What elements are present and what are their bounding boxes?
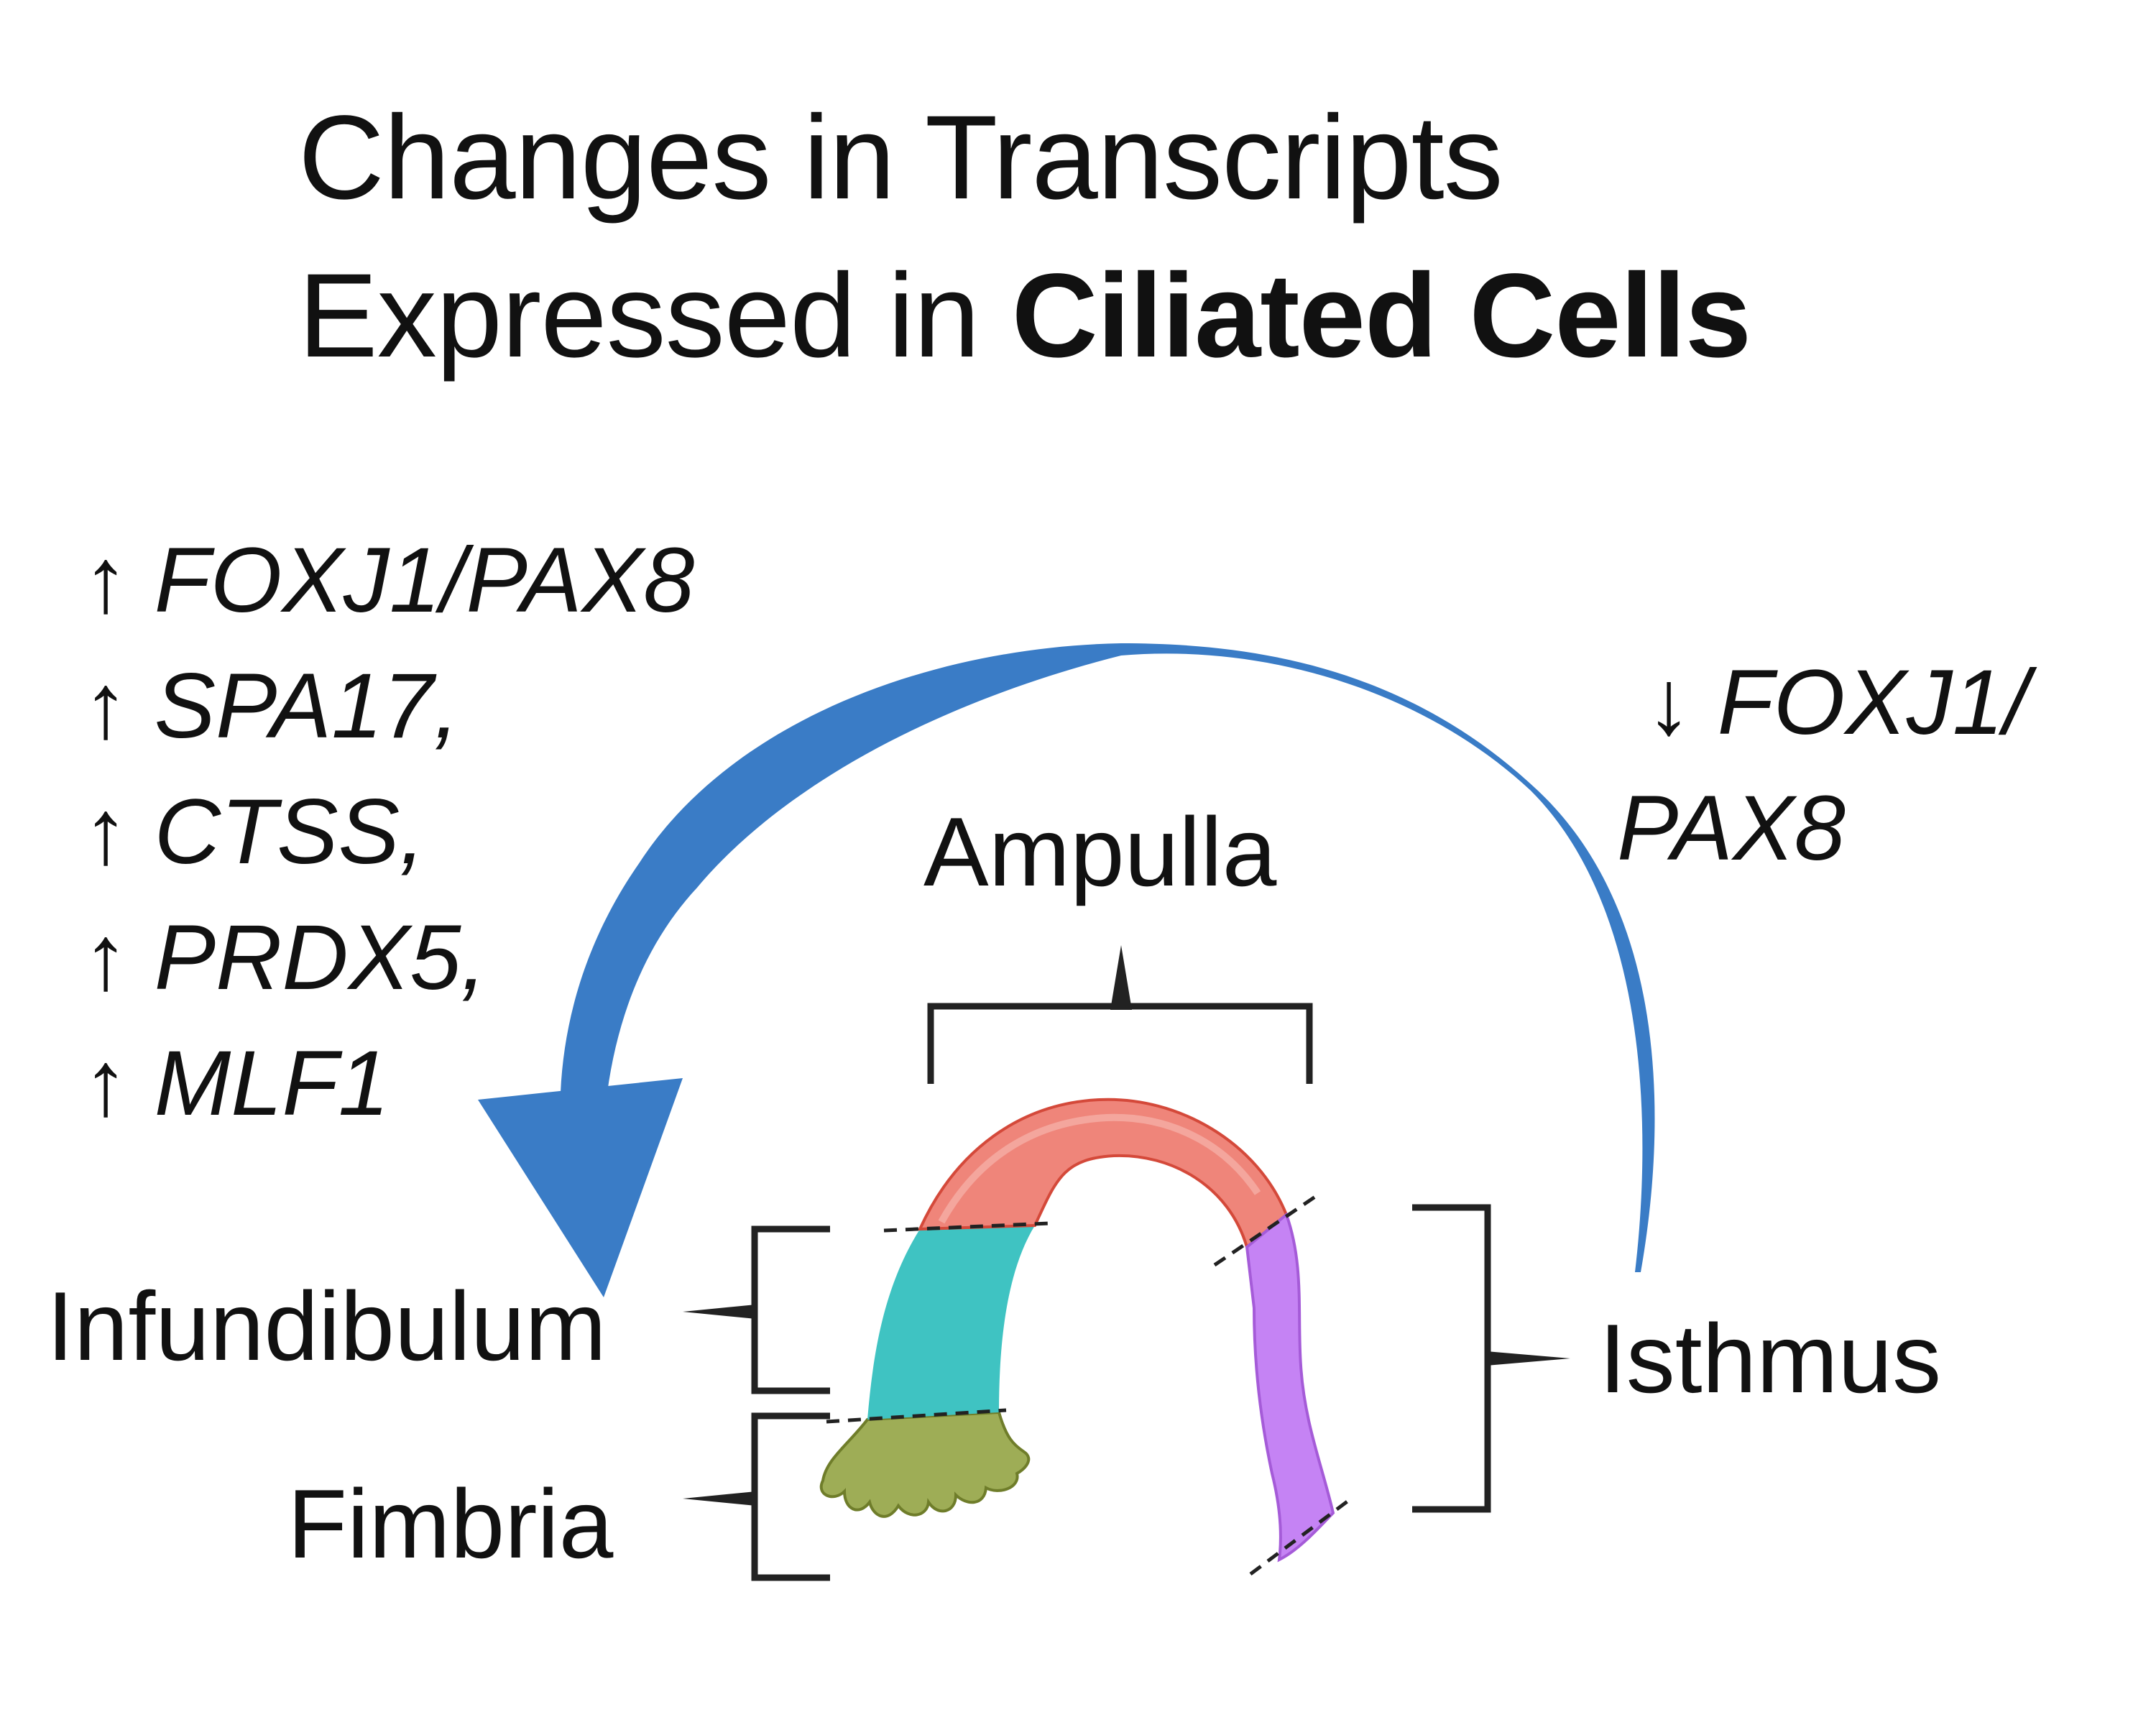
fimbria-segment <box>819 1410 1031 1518</box>
gene-item: ↑ CTSS, <box>83 769 694 895</box>
up-arrow-icon: ↑ <box>83 906 129 1009</box>
infundibulum-bracket <box>751 1225 830 1394</box>
label-isthmus: Isthmus <box>1599 1304 1942 1413</box>
gene-name: MLF1 <box>154 1032 390 1135</box>
gene-item: ↑ MLF1 <box>83 1021 694 1146</box>
gene-name: SPA17, <box>154 655 460 758</box>
isthmus-segment <box>1245 1212 1335 1563</box>
gene-item: ↑ SPA17, <box>83 643 694 769</box>
ampulla-highlight <box>938 1113 1261 1224</box>
isthmus-bracket <box>1412 1204 1491 1513</box>
ampulla-bracket-pointer <box>1110 945 1132 1010</box>
upregulated-gene-list: ↑ FOXJ1/PAX8 ↑ SPA17, ↑ CTSS, ↑ PRDX5, ↑… <box>83 518 694 1146</box>
gene-item: ↑ PRDX5, <box>83 895 694 1021</box>
title-line-2: Expressed in Ciliated Cells <box>298 237 1751 395</box>
gene-name: PRDX5, <box>154 906 487 1009</box>
gene-name: CTSS, <box>154 781 425 883</box>
infundibulum-bracket-pointer <box>683 1305 756 1319</box>
fimbria-bracket-pointer <box>683 1491 756 1506</box>
arrowhead-icon <box>478 1078 683 1297</box>
label-fimbria: Fimbria <box>287 1469 614 1578</box>
segment-boundaries <box>826 1195 1353 1576</box>
up-arrow-icon: ↑ <box>83 655 129 758</box>
fimbria-bracket <box>751 1412 830 1581</box>
gene-name: FOXJ1/ <box>1717 651 2030 754</box>
gene-name: FOXJ1/PAX8 <box>154 529 695 632</box>
gene-item: ↑ FOXJ1/PAX8 <box>83 518 694 643</box>
down-arrow-icon: ↓ <box>1646 651 1692 754</box>
label-infundibulum: Infundibulum <box>47 1271 607 1381</box>
gene-item: PAX8 <box>1617 765 2029 891</box>
up-arrow-icon: ↑ <box>83 1032 129 1135</box>
gene-name: PAX8 <box>1617 777 1846 880</box>
up-arrow-icon: ↑ <box>83 781 129 883</box>
curved-arrow-icon <box>561 643 1655 1272</box>
title-line-2-bold: Ciliated Cells <box>1011 249 1751 382</box>
title-line-1: Changes in Transcripts <box>298 91 1503 224</box>
infundibulum-segment <box>867 1225 1035 1420</box>
title-line-2-prefix: Expressed in <box>298 249 1012 382</box>
isthmus-bracket-pointer <box>1486 1351 1570 1366</box>
gene-item: ↓ FOXJ1/ <box>1617 640 2029 765</box>
label-ampulla: Ampulla <box>923 797 1277 906</box>
up-arrow-icon: ↑ <box>83 529 129 632</box>
figure-title: Changes in Transcripts Expressed in Cili… <box>298 79 1751 395</box>
downregulated-gene-list: ↓ FOXJ1/ PAX8 <box>1617 640 2029 891</box>
ampulla-bracket <box>927 1003 1313 1084</box>
